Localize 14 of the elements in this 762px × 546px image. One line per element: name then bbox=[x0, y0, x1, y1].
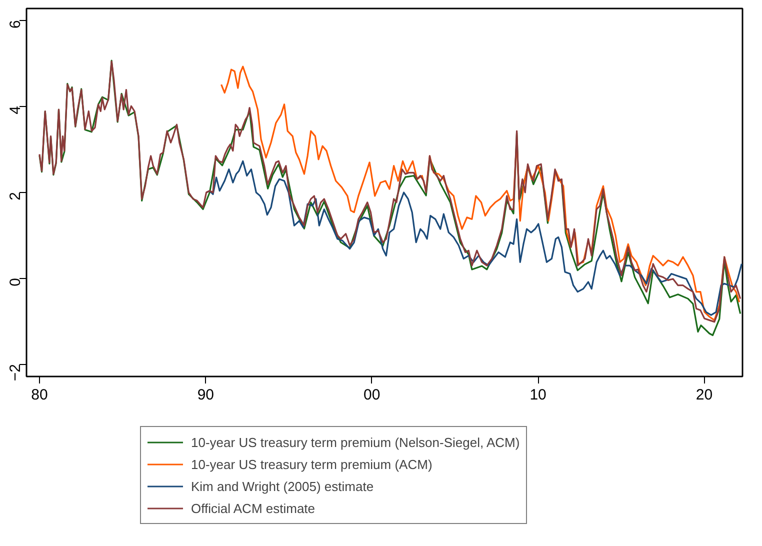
x-tick-label: 10 bbox=[530, 386, 546, 404]
legend-label: Official ACM estimate bbox=[191, 500, 316, 517]
y-tick-label: 6 bbox=[7, 20, 24, 28]
legend-label: 10-year US treasury term premium (Nelson-Siegel, ACM) bbox=[191, 434, 520, 451]
x-tick-label: 20 bbox=[696, 386, 713, 404]
y-tick-label: 4 bbox=[7, 106, 24, 114]
y-tick-label: 0 bbox=[7, 278, 24, 286]
y-tick-label: −2 bbox=[7, 364, 24, 382]
legend-label: 10-year US treasury term premium (ACM) bbox=[191, 456, 432, 473]
x-tick-label: 80 bbox=[31, 386, 48, 404]
x-tick-label: 00 bbox=[364, 386, 380, 404]
legend-label: Kim and Wright (2005) estimate bbox=[191, 478, 374, 495]
x-tick-label: 90 bbox=[197, 386, 214, 404]
y-tick-label: 2 bbox=[7, 192, 24, 200]
